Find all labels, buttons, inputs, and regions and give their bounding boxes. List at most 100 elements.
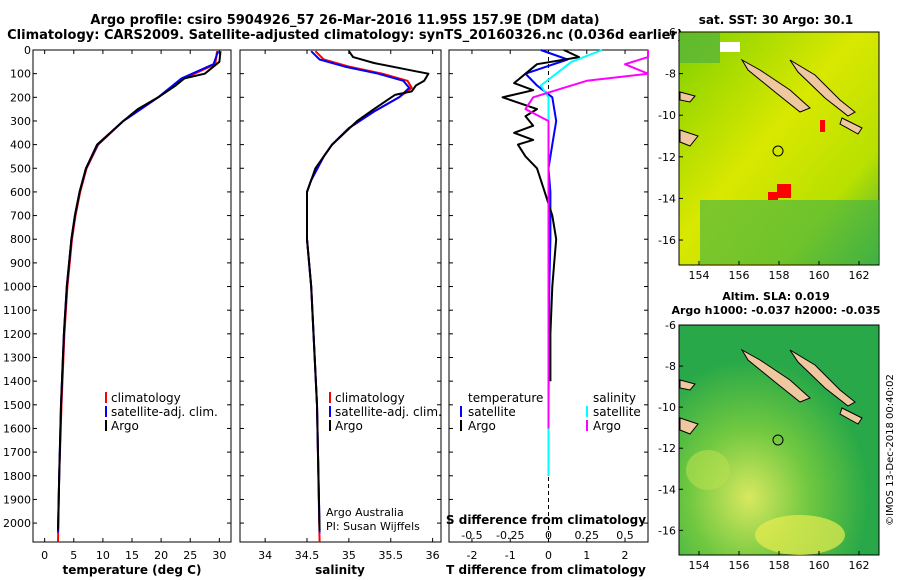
sla-map-subtitle: Argo h1000: -0.037 h2000: -0.035 [671, 304, 880, 317]
sst-island-2 [789, 59, 856, 117]
xtick-label-34.5: 34.5 [295, 549, 320, 562]
temperature-legend: climatology satellite-adj. clim. Argo [105, 391, 218, 433]
xtick-label-25: 25 [183, 549, 197, 562]
map-xtick-label-154: 154 [689, 269, 710, 282]
map-xtick-label-156: 156 [729, 269, 750, 282]
series-satellite-adj-clim- [57, 50, 220, 533]
xtick-label-15: 15 [125, 549, 139, 562]
xtick-label-30: 30 [212, 549, 226, 562]
depth-tick-200: 200 [10, 91, 31, 104]
depth-tick-700: 700 [10, 210, 31, 223]
map-xtick-label-162: 162 [849, 559, 870, 572]
xtick-label--1: -1 [505, 549, 516, 562]
series-argo [57, 51, 222, 531]
sst-hotspot [777, 184, 791, 198]
sla-map-title: Altim. SLA: 0.019 [722, 290, 829, 303]
t-diff-xlabel: T difference from climatology [446, 563, 646, 577]
depth-tick-900: 900 [10, 257, 31, 270]
map-ytick-label--6: -6 [665, 26, 676, 39]
map-ytick-label--16: -16 [658, 524, 676, 537]
legend-climatology: climatology [111, 391, 181, 405]
sla-map-ticks: 154 156 158 160 162 -6 -8 -10 -12 -14 -16 [658, 319, 869, 572]
sla-coast-1 [679, 379, 696, 391]
xtick-label-0: 0 [41, 549, 48, 562]
xtick-label-35.5: 35.5 [379, 549, 404, 562]
map-ytick-label--10: -10 [658, 401, 676, 414]
sla-map: Altim. SLA: 0.019 Argo h1000: -0.037 h20… [658, 290, 881, 572]
depth-tick-1600: 1600 [3, 422, 31, 435]
map-ytick-label--16: -16 [658, 234, 676, 247]
sla-field [678, 324, 880, 556]
title-line-2: Climatology: CARS2009. Satellite-adjuste… [7, 28, 683, 43]
depth-tick-1100: 1100 [3, 304, 31, 317]
legend-t-argo: Argo [468, 419, 496, 433]
title-line-1: Argo profile: csiro 5904926_57 26-Mar-20… [90, 13, 599, 28]
xtick-label-20: 20 [154, 549, 168, 562]
xtick-top-label-0.25: 0.25 [575, 529, 600, 542]
depth-tick-1200: 1200 [3, 328, 31, 341]
map-ytick-label--6: -6 [665, 319, 676, 332]
salinity-panel: 34 34.5 35 35.5 36 salinity climatology sate… [239, 49, 442, 577]
series-t-satellite [524, 49, 569, 476]
sst-coast-1 [679, 91, 696, 103]
map-ytick-label--10: -10 [658, 109, 676, 122]
sal-legend-argo: Argo [335, 419, 363, 433]
series-argo [306, 50, 430, 531]
map-xtick-label-158: 158 [769, 269, 790, 282]
legend-t-satellite: satellite [468, 405, 516, 419]
map-xtick-label-160: 160 [809, 559, 830, 572]
map-ytick-label--14: -14 [658, 483, 676, 496]
xtick-top-label--0.25: -0.25 [496, 529, 524, 542]
temperature-lines [57, 50, 222, 543]
depth-tick-1800: 1800 [3, 470, 31, 483]
map-ytick-label--8: -8 [665, 68, 676, 81]
series-climatology [306, 50, 413, 543]
sst-hotspot-2 [768, 192, 778, 200]
map-ytick-label--12: -12 [658, 151, 676, 164]
xtick-label-36: 36 [426, 549, 440, 562]
temperature-ticks: 0 5 10 15 20 25 30 [33, 49, 231, 562]
sst-island-3 [839, 117, 863, 135]
xtick-label--2: -2 [466, 549, 477, 562]
map-xtick-label-158: 158 [769, 559, 790, 572]
depth-tick-500: 500 [10, 162, 31, 175]
sst-float-marker [772, 145, 784, 157]
map-xtick-label-162: 162 [849, 269, 870, 282]
salinity-xlabel: salinity [315, 563, 365, 577]
depth-tick-1700: 1700 [3, 446, 31, 459]
depth-tick-600: 600 [10, 186, 31, 199]
legend-salinity-title: salinity [593, 391, 636, 405]
sst-map-ticks: 154 156 158 160 162 -6 -8 -10 -12 -14 -16 [658, 26, 869, 282]
depth-tick-2000: 2000 [3, 517, 31, 530]
series-satellite-adj-clim- [306, 50, 411, 533]
sst-nw-region [680, 33, 720, 63]
salinity-legend: climatology satellite-adj. clim. Argo [329, 391, 442, 433]
depth-tick-800: 800 [10, 233, 31, 246]
credit-line-1: Argo Australia [326, 506, 404, 519]
salinity-lines [306, 50, 430, 543]
xtick-label-2: 2 [622, 549, 629, 562]
temperature-panel: 0 5 10 15 20 25 30 temperature (deg C) climato… [32, 49, 232, 577]
xtick-top-label--0.5: -0.5 [461, 529, 482, 542]
sal-legend-climatology: climatology [335, 391, 405, 405]
depth-tick-1300: 1300 [3, 352, 31, 365]
map-xtick-label-154: 154 [689, 559, 710, 572]
sla-high-region [755, 515, 845, 555]
depth-tick-1900: 1900 [3, 493, 31, 506]
temperature-xlabel: temperature (deg C) [63, 563, 202, 577]
xtick-label-34: 34 [258, 549, 272, 562]
sla-island-2 [789, 349, 856, 407]
depth-tick-0: 0 [24, 44, 31, 57]
depth-tick-1400: 1400 [3, 375, 31, 388]
xtick-label-10: 10 [96, 549, 110, 562]
legend-s-argo: Argo [593, 419, 621, 433]
map-xtick-label-160: 160 [809, 269, 830, 282]
temperature-frame [32, 49, 232, 543]
sst-coast-2 [679, 129, 699, 147]
salinity-frame [239, 49, 442, 543]
xtick-label-5: 5 [70, 549, 77, 562]
xtick-label-0: 0 [545, 549, 552, 562]
difference-legend: temperature satellite Argo salinity sate… [460, 391, 641, 433]
sst-map: sat. SST: 30 Argo: 30.1 154 156 158 160 162 -… [658, 13, 880, 282]
